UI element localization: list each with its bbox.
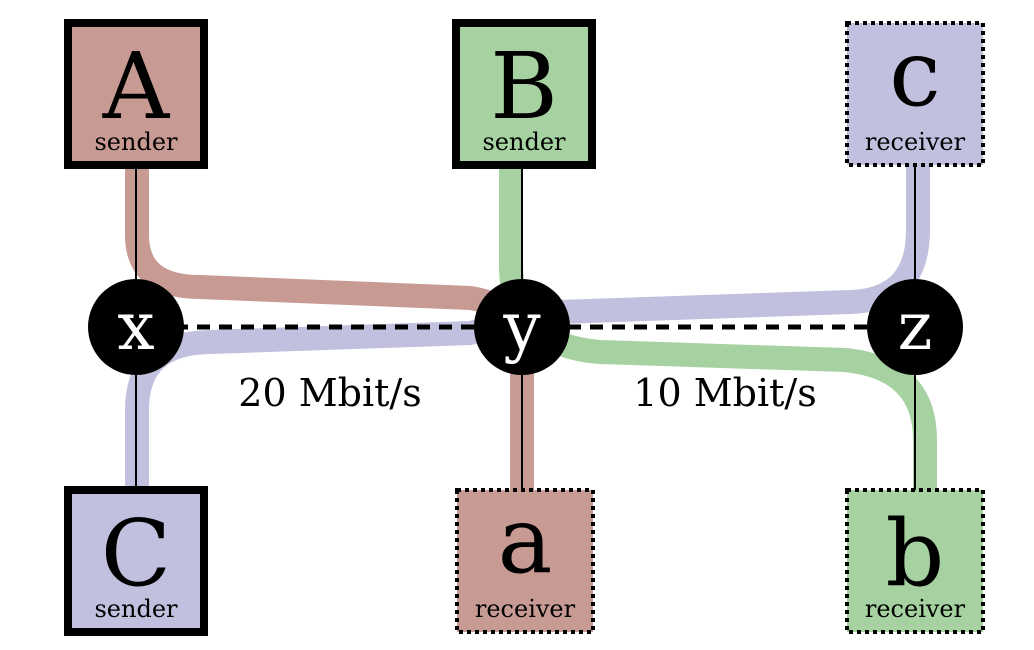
router-z-label: z <box>898 288 933 365</box>
router-z-circle <box>867 279 963 375</box>
host-C-role: sender <box>94 595 178 623</box>
router-y: y <box>474 279 570 375</box>
router-y-circle <box>474 279 570 375</box>
router-y-label: y <box>502 288 541 365</box>
host-B-sender: B sender <box>452 19 596 169</box>
host-C-box <box>64 486 208 636</box>
host-b-role: receiver <box>865 595 966 623</box>
host-B-box <box>452 19 596 169</box>
host-b-box <box>845 488 985 634</box>
host-C-letter: C <box>101 500 171 607</box>
link-rate-x-y: 20 Mbit/s <box>238 371 421 415</box>
host-B-role: sender <box>482 128 566 156</box>
router-x: x <box>88 279 184 375</box>
host-b-letter: b <box>886 500 945 607</box>
link-rate-y-z: 10 Mbit/s <box>633 371 816 415</box>
host-a-role: receiver <box>475 595 576 623</box>
host-c-box <box>845 21 985 167</box>
host-c-letter: c <box>889 20 941 127</box>
host-b-receiver: b receiver <box>845 488 985 634</box>
router-x-circle <box>88 279 184 375</box>
router-z: z <box>867 279 963 375</box>
host-c-role: receiver <box>865 128 966 156</box>
host-a-letter: a <box>498 487 553 594</box>
host-B-letter: B <box>490 33 558 140</box>
host-a-receiver: a receiver <box>455 487 595 634</box>
host-A-box <box>64 19 208 169</box>
host-A-role: sender <box>94 128 178 156</box>
host-c-receiver: c receiver <box>845 20 985 167</box>
host-a-box <box>455 488 595 634</box>
host-C-sender: C sender <box>64 486 208 636</box>
host-A-letter: A <box>102 33 171 140</box>
host-A-sender: A sender <box>64 19 208 169</box>
router-x-label: x <box>117 288 154 365</box>
